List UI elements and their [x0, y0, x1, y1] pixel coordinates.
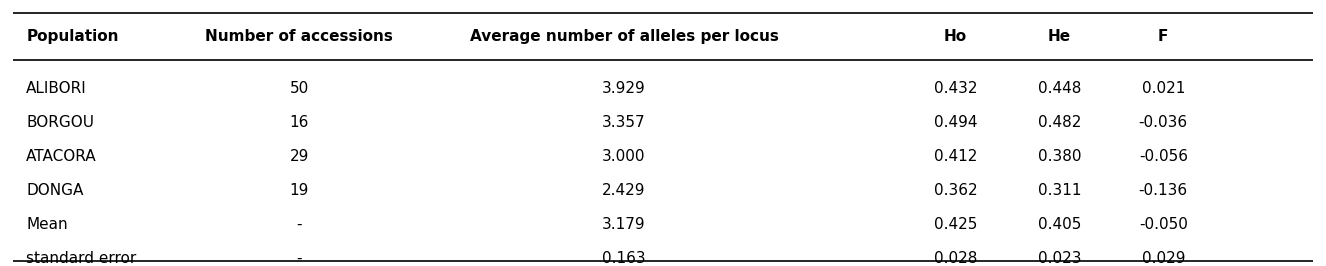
- Text: 16: 16: [289, 115, 309, 130]
- Text: ALIBORI: ALIBORI: [27, 81, 88, 96]
- Text: -0.136: -0.136: [1139, 183, 1188, 198]
- Text: -: -: [297, 251, 302, 266]
- Text: 0.380: 0.380: [1037, 149, 1081, 164]
- Text: 0.405: 0.405: [1038, 217, 1081, 232]
- Text: Population: Population: [27, 29, 119, 44]
- Text: 0.448: 0.448: [1038, 81, 1081, 96]
- Text: 0.023: 0.023: [1037, 251, 1081, 266]
- Text: ATACORA: ATACORA: [27, 149, 97, 164]
- Text: -: -: [297, 217, 302, 232]
- Text: standard error: standard error: [27, 251, 137, 266]
- Text: F: F: [1158, 29, 1168, 44]
- Text: Mean: Mean: [27, 217, 68, 232]
- Text: Number of accessions: Number of accessions: [206, 29, 392, 44]
- Text: BORGOU: BORGOU: [27, 115, 94, 130]
- Text: 0.482: 0.482: [1038, 115, 1081, 130]
- Text: 0.311: 0.311: [1037, 183, 1081, 198]
- Text: -0.036: -0.036: [1139, 115, 1188, 130]
- Text: 0.362: 0.362: [934, 183, 977, 198]
- Text: 0.412: 0.412: [934, 149, 977, 164]
- Text: 2.429: 2.429: [602, 183, 646, 198]
- Text: DONGA: DONGA: [27, 183, 84, 198]
- Text: 0.021: 0.021: [1142, 81, 1185, 96]
- Text: 0.425: 0.425: [934, 217, 977, 232]
- Text: Ho: Ho: [944, 29, 967, 44]
- Text: 19: 19: [289, 183, 309, 198]
- Text: 0.432: 0.432: [934, 81, 977, 96]
- Text: 0.028: 0.028: [934, 251, 977, 266]
- Text: 29: 29: [289, 149, 309, 164]
- Text: Average number of alleles per locus: Average number of alleles per locus: [469, 29, 778, 44]
- Text: -0.050: -0.050: [1139, 217, 1188, 232]
- Text: -0.056: -0.056: [1139, 149, 1188, 164]
- Text: 50: 50: [289, 81, 309, 96]
- Text: 0.494: 0.494: [934, 115, 977, 130]
- Text: 3.000: 3.000: [602, 149, 646, 164]
- Text: 3.179: 3.179: [602, 217, 646, 232]
- Text: 0.029: 0.029: [1142, 251, 1185, 266]
- Text: 0.163: 0.163: [602, 251, 646, 266]
- Text: 3.357: 3.357: [602, 115, 646, 130]
- Text: He: He: [1048, 29, 1071, 44]
- Text: 3.929: 3.929: [602, 81, 646, 96]
